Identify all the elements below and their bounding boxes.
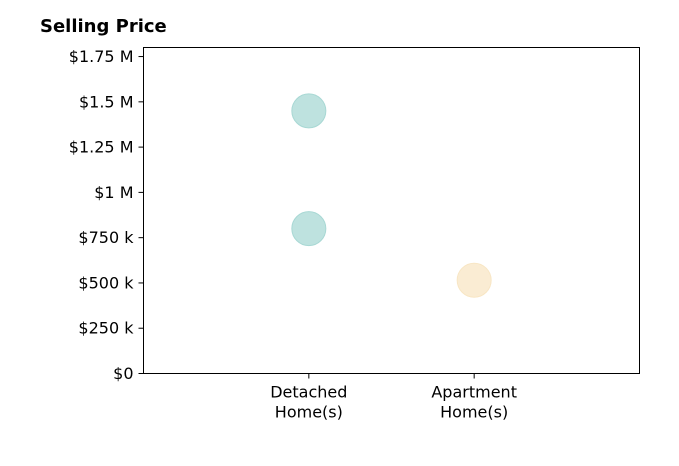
y-tick-label: $1 M — [94, 183, 133, 202]
y-tick-label: $500 k — [78, 273, 134, 292]
data-point — [456, 262, 492, 298]
y-tick-label: $750 k — [78, 228, 134, 247]
chart-title: Selling Price — [40, 16, 167, 37]
plot-frame — [143, 47, 640, 374]
y-tick-label: $1.5 M — [79, 92, 134, 111]
data-point — [291, 211, 327, 247]
x-tick-label: Detached Home(s) — [270, 383, 347, 422]
y-tick-label: $0 — [113, 364, 133, 383]
y-axis-ticks: $0 $250 k $500 k $750 k $1 M $1.25 M $1.5 M $1.… — [69, 47, 144, 383]
data-points — [291, 93, 492, 298]
x-axis-ticks: Detached Home(s) Apartment Home(s) — [270, 373, 517, 422]
y-tick-label: $1.75 M — [69, 47, 134, 66]
x-tick-label: Apartment Home(s) — [431, 383, 517, 422]
y-tick-label: $1.25 M — [69, 138, 134, 157]
data-point — [291, 93, 327, 129]
y-tick-label: $250 k — [78, 319, 134, 338]
